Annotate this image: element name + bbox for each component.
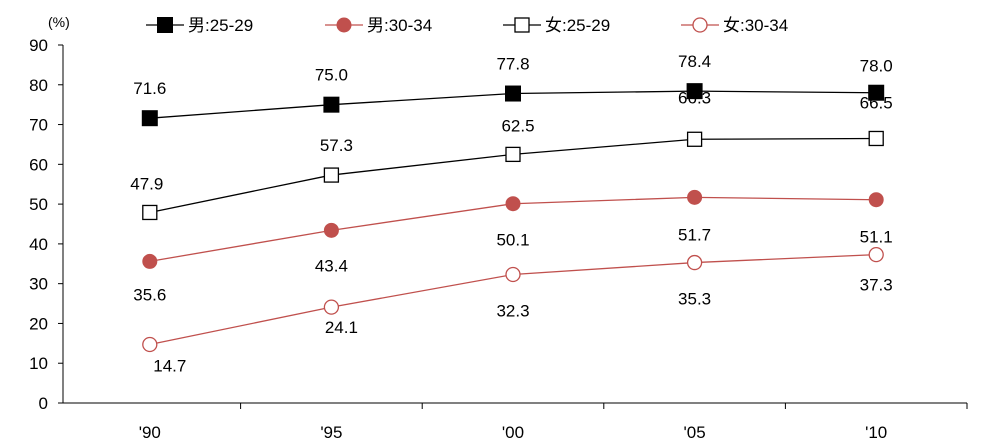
data-label: 24.1 xyxy=(325,318,358,337)
data-point xyxy=(142,336,158,353)
legend-marker xyxy=(336,17,352,33)
data-label: 66.3 xyxy=(678,88,711,107)
y-tick-label: 90 xyxy=(29,36,48,55)
data-point xyxy=(505,146,521,163)
x-tick-label: '95 xyxy=(320,423,342,442)
data-label: 51.7 xyxy=(678,225,711,244)
data-point xyxy=(868,130,884,147)
legend-label: 男:25-29 xyxy=(188,16,253,35)
data-point xyxy=(686,83,703,100)
data-point xyxy=(323,222,339,238)
y-tick-label: 20 xyxy=(29,314,48,333)
data-label: 78.0 xyxy=(860,57,893,76)
legend-marker xyxy=(514,17,530,33)
data-label: 51.1 xyxy=(860,228,893,247)
legend-item-3: 女:25-29 xyxy=(503,16,610,35)
series-1 xyxy=(141,83,885,127)
legend-marker xyxy=(692,17,708,33)
data-point xyxy=(686,254,703,271)
data-label: 77.8 xyxy=(496,55,529,74)
y-tick-label: 70 xyxy=(29,116,48,135)
data-label: 32.3 xyxy=(496,302,529,321)
axes: 0 10 20 30 40 50 60 70 80 90 '90 '95 '00 '05 '10 xyxy=(29,36,968,442)
series-2 xyxy=(142,189,884,269)
data-point xyxy=(142,204,158,221)
data-label: 50.1 xyxy=(496,231,529,250)
series-layer xyxy=(141,83,885,353)
data-point xyxy=(868,84,885,101)
data-label: 66.5 xyxy=(860,93,893,112)
data-point xyxy=(323,167,340,183)
data-point xyxy=(505,85,521,102)
data-label: 35.6 xyxy=(133,285,166,304)
data-point xyxy=(686,131,703,147)
x-tick-label: '00 xyxy=(502,423,524,442)
data-point xyxy=(687,189,703,205)
legend-label: 女:30-34 xyxy=(723,16,788,35)
series-4 xyxy=(142,246,884,353)
data-label: 57.3 xyxy=(320,136,353,155)
legend-label: 女:25-29 xyxy=(545,16,610,35)
data-label: 43.4 xyxy=(315,256,348,275)
data-label: 47.9 xyxy=(130,174,163,193)
y-axis-unit-label: (%) xyxy=(48,14,70,30)
x-tick-label: '90 xyxy=(139,423,161,442)
data-label: 35.3 xyxy=(678,290,711,309)
legend-item-4: 女:30-34 xyxy=(681,16,788,35)
y-tick-label: 30 xyxy=(29,275,48,294)
data-label: 78.4 xyxy=(678,52,711,71)
data-label: 37.3 xyxy=(860,276,893,295)
y-tick-label: 80 xyxy=(29,76,48,95)
data-point xyxy=(142,253,158,269)
x-tick-label: '05 xyxy=(684,423,706,442)
y-tick-label: 40 xyxy=(29,235,48,254)
data-labels: 71.6 75.0 77.8 78.4 78.0 35.6 43.4 50.1 51.7 51.1… xyxy=(130,52,892,375)
data-point xyxy=(868,192,884,208)
legend-label: 男:30-34 xyxy=(367,16,432,35)
legend-item-1: 男:25-29 xyxy=(146,16,253,35)
data-point xyxy=(323,96,340,113)
y-tick-label: 10 xyxy=(29,354,48,373)
series-3 xyxy=(142,130,884,221)
y-tick-label: 50 xyxy=(29,195,48,214)
data-point xyxy=(141,110,158,127)
data-label: 14.7 xyxy=(153,357,186,376)
y-tick-label: 0 xyxy=(39,394,48,413)
data-label: 75.0 xyxy=(315,66,348,85)
x-tick-label: '10 xyxy=(865,423,887,442)
data-point xyxy=(868,246,884,263)
legend: 男:25-29 男:30-34 女:25-29 女:30-34 xyxy=(146,16,788,35)
y-tick-label: 60 xyxy=(29,155,48,174)
legend-item-2: 男:30-34 xyxy=(325,16,432,35)
data-label: 62.5 xyxy=(501,116,534,135)
data-label: 71.6 xyxy=(133,79,166,98)
legend-marker xyxy=(157,17,173,33)
data-point xyxy=(505,266,521,283)
data-point xyxy=(505,196,521,212)
data-point xyxy=(323,299,340,315)
